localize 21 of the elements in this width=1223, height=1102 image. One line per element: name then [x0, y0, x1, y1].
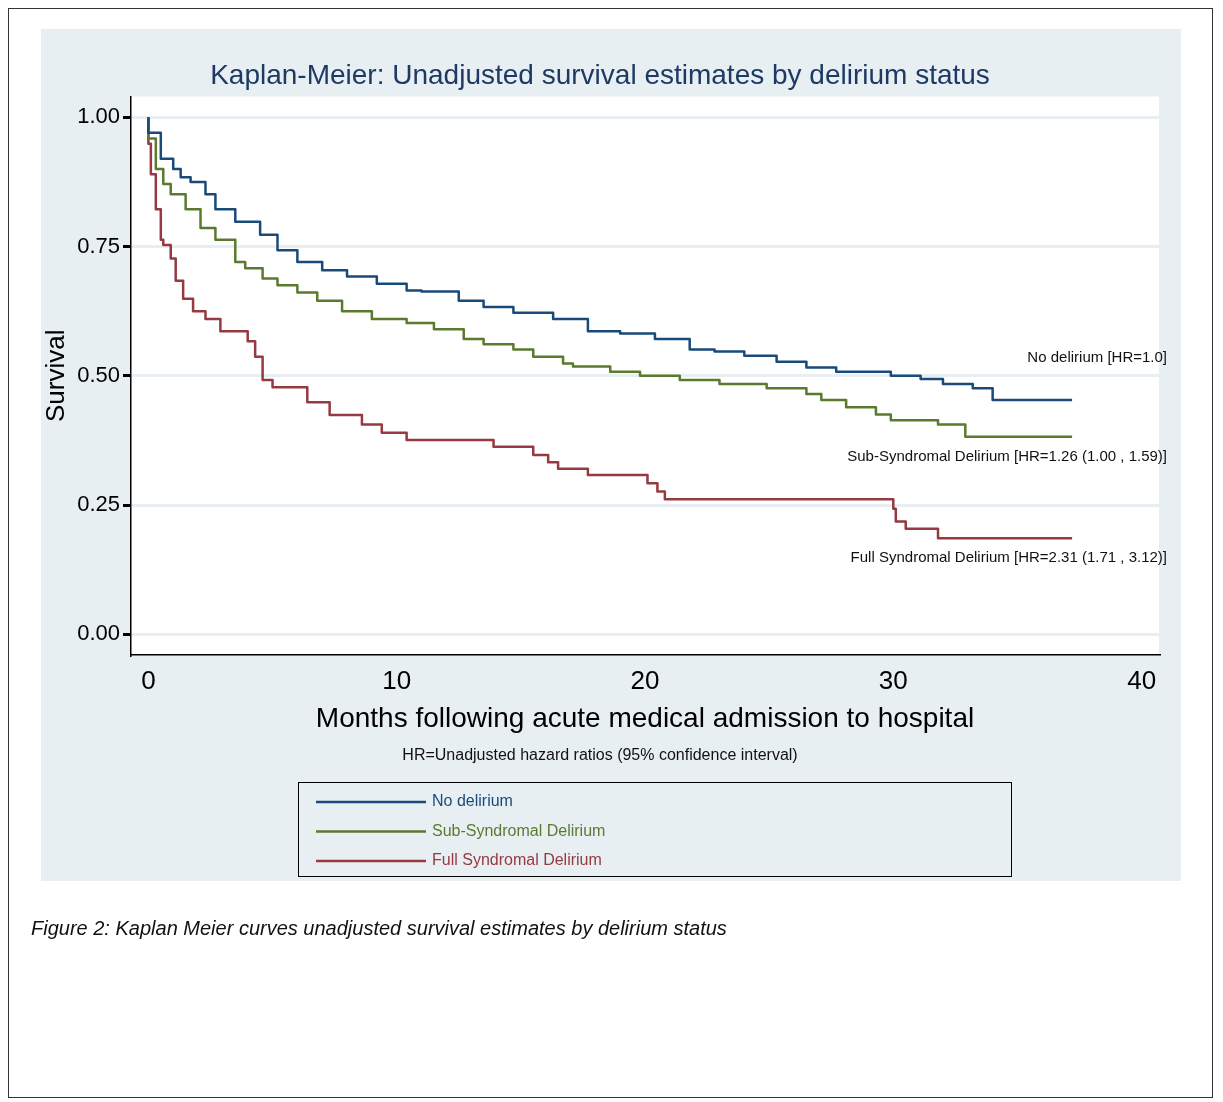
- x-tick-label: 20: [630, 664, 660, 695]
- y-axis-title: Survival: [39, 329, 70, 423]
- text: Sub-Syndromal Delirium: [432, 821, 606, 839]
- y-tick-label: 0.50: [77, 361, 120, 387]
- chart-title: Kaplan-Meier: Unadjusted survival estimates by delirium status: [210, 58, 990, 90]
- caption: Figure 2: Kaplan Meier curves unadjusted survival estimates by delirium status: [31, 917, 727, 940]
- annotation: No delirium [HR=1.0]: [1027, 348, 1167, 366]
- x-tick-label: 0: [141, 664, 156, 695]
- annotation: Full Syndromal Delirium [HR=2.31 (1.71 , 3.12)]: [850, 548, 1167, 566]
- x-axis-title: Months following acute medical admission to hospital: [315, 701, 975, 733]
- y-tick-label: 0.75: [77, 232, 120, 258]
- text: Full Syndromal Delirium: [432, 851, 602, 869]
- text: No delirium: [432, 792, 513, 810]
- y-tick-label: 1.00: [77, 103, 120, 129]
- y-tick-label: 0.25: [77, 491, 120, 517]
- y-tick-label: 0.00: [77, 620, 120, 646]
- text: HR=Unadjusted hazard ratios (95% confidence interval): [402, 745, 798, 763]
- x-tick-label: 40: [1127, 664, 1157, 695]
- annotation: Sub-Syndromal Delirium [HR=1.26 (1.00 , 1.59)]: [847, 446, 1167, 464]
- x-tick-label: 30: [878, 664, 908, 695]
- x-tick-label: 10: [382, 664, 412, 695]
